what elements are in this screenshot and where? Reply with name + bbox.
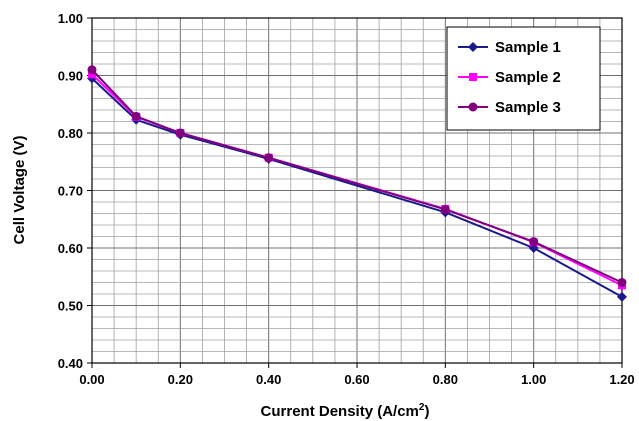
series-3-point <box>175 128 185 138</box>
legend-entry: Sample 2 <box>458 69 561 86</box>
x-axis-title-superscript: 2 <box>419 402 425 413</box>
x-tick-label: 0.60 <box>344 372 369 387</box>
x-tick-label: 1.20 <box>609 372 634 387</box>
legend-swatch-marker <box>468 102 478 112</box>
x-tick-label: 1.00 <box>521 372 546 387</box>
x-tick-label: 0.40 <box>256 372 281 387</box>
y-tick-label: 0.50 <box>58 299 83 314</box>
x-axis-title: Current Density (A/cm2) <box>261 402 430 420</box>
legend-swatch-marker <box>468 42 478 52</box>
legend-swatch-marker <box>469 73 477 81</box>
legend-entry: Sample 3 <box>458 99 561 116</box>
y-tick-label: 0.90 <box>58 69 83 84</box>
x-axis-title-tail: ) <box>424 403 429 420</box>
series-3-point <box>617 278 627 287</box>
axes <box>87 17 623 368</box>
series-group <box>87 65 627 302</box>
legend-entry: Sample 1 <box>458 39 561 56</box>
series-3-point <box>131 111 141 121</box>
x-tick-label: 0.00 <box>79 372 104 387</box>
series-3-point <box>87 65 97 75</box>
y-axis-title: Cell Voltage (V) <box>11 136 28 245</box>
y-tick-label: 1.00 <box>58 11 83 26</box>
tick-labels: 0.00 0.20 0.40 0.60 0.80 1.00 1.20 0.40 0.50 0.60… <box>58 11 635 387</box>
y-tick-label: 0.80 <box>58 126 83 141</box>
x-tick-label: 0.20 <box>168 372 193 387</box>
series-3-point <box>264 153 274 163</box>
series-2-point <box>88 70 96 79</box>
series-3 <box>87 65 627 287</box>
legend-label: Sample 3 <box>495 99 561 116</box>
series-3-point <box>440 204 450 214</box>
x-axis-title-main: Current Density (A/cm <box>261 403 419 420</box>
series-1-point <box>617 291 627 302</box>
y-tick-label: 0.40 <box>58 356 83 371</box>
series-3-point <box>529 237 539 247</box>
y-tick-label: 0.60 <box>58 241 83 256</box>
y-tick-label: 0.70 <box>58 184 83 199</box>
x-tick-label: 0.80 <box>433 372 458 387</box>
legend-label: Sample 2 <box>495 69 561 86</box>
legend: Sample 1 Sample 2 Sample 3 <box>446 26 601 131</box>
legend-label: Sample 1 <box>495 39 561 56</box>
